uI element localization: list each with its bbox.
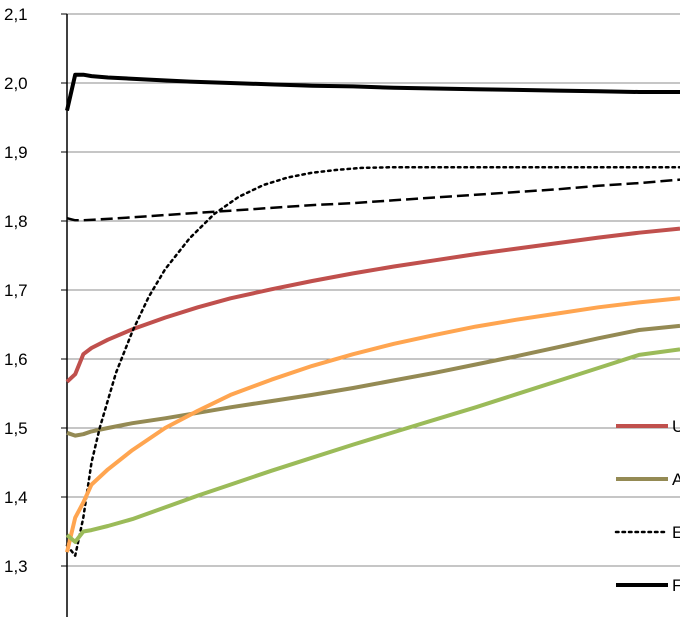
y-tick-label: 1,4 <box>4 488 28 507</box>
legend-label: F <box>672 576 680 595</box>
legend-item: A <box>616 470 680 489</box>
y-axis-ticks: 1,3 1,4 1,5 1,6 1,7 1,8 1,9 2,0 2,1 <box>4 5 67 576</box>
series-line-e <box>65 165 680 557</box>
y-tick-label: 2,0 <box>4 74 28 93</box>
series-line-f <box>65 72 680 112</box>
series-line-a <box>66 323 680 438</box>
series-layer <box>65 72 680 557</box>
y-tick-label: 2,1 <box>4 5 28 24</box>
legend-label: U <box>672 417 680 436</box>
legend-label: A <box>672 470 680 489</box>
series-line-u <box>65 226 680 384</box>
y-tick-label: 1,5 <box>4 419 28 438</box>
legend-label: E <box>672 523 680 542</box>
y-tick-label: 1,8 <box>4 212 28 231</box>
legend: U A E F <box>614 417 680 595</box>
grid-lines <box>67 13 680 567</box>
legend-item: E <box>614 523 680 542</box>
y-tick-label: 1,6 <box>4 350 28 369</box>
series-line-unlabeled-5 <box>65 296 680 553</box>
y-tick-label: 1,3 <box>4 557 28 576</box>
y-tick-label: 1,9 <box>4 143 28 162</box>
series-line-unlabeled-4 <box>66 178 680 222</box>
y-tick-label: 1,7 <box>4 281 28 300</box>
series-line-unlabeled-6 <box>65 347 680 544</box>
legend-item: F <box>616 576 680 595</box>
legend-item: U <box>616 417 680 436</box>
